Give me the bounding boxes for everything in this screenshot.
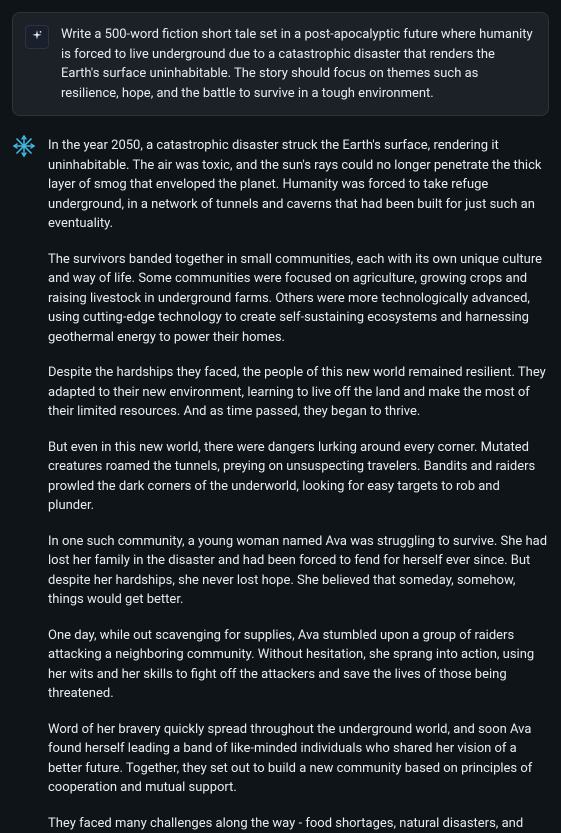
assistant-paragraph: But even in this new world, there were d… [48,438,549,516]
snowflake-icon [12,134,36,162]
user-message-text: Write a 500-word fiction short tale set … [61,27,533,101]
user-message-content: Write a 500-word fiction short tale set … [61,25,536,103]
assistant-paragraph: The survivors banded together in small c… [48,250,549,348]
assistant-avatar [12,136,36,160]
user-message-block: Write a 500-word fiction short tale set … [12,12,549,116]
user-avatar [25,25,49,49]
assistant-message-content: In the year 2050, a catastrophic disaste… [48,136,549,833]
assistant-paragraph: Word of her bravery quickly spread throu… [48,720,549,798]
assistant-paragraph: They faced many challenges along the way… [48,814,549,833]
assistant-paragraph: Despite the hardships they faced, the pe… [48,363,549,422]
assistant-message-block: In the year 2050, a catastrophic disaste… [12,136,549,833]
assistant-paragraph: In the year 2050, a catastrophic disaste… [48,136,549,234]
assistant-paragraph: One day, while out scavenging for suppli… [48,626,549,704]
sparkle-icon [30,28,44,47]
assistant-paragraph: In one such community, a young woman nam… [48,532,549,610]
